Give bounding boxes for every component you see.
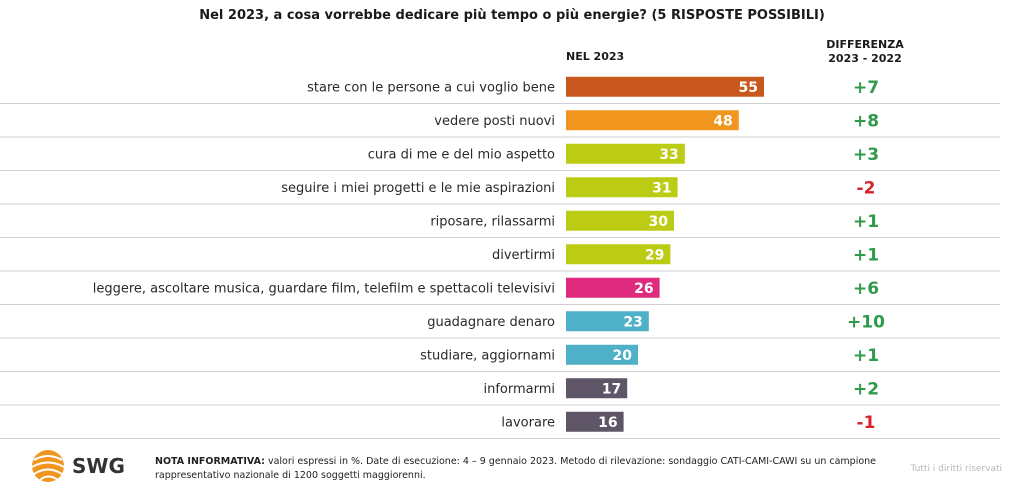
bar bbox=[566, 311, 649, 332]
value-label: 48 bbox=[713, 113, 732, 129]
bar bbox=[566, 177, 678, 198]
category-label: leggere, ascoltare musica, guardare film… bbox=[93, 281, 555, 296]
category-label: stare con le persone a cui voglio bene bbox=[307, 80, 555, 95]
difference-label: +1 bbox=[853, 212, 879, 232]
note-label: NOTA INFORMATIVA: bbox=[155, 456, 265, 467]
chart-title: Nel 2023, a cosa vorrebbe dedicare più t… bbox=[199, 8, 825, 23]
difference-label: +8 bbox=[853, 111, 879, 131]
bar bbox=[566, 378, 628, 399]
category-label: divertirmi bbox=[492, 248, 555, 263]
difference-label: +1 bbox=[853, 346, 879, 366]
bar bbox=[566, 210, 674, 231]
value-column-header: NEL 2023 bbox=[566, 50, 625, 63]
category-label: seguire i miei progetti e le mie aspiraz… bbox=[281, 181, 555, 196]
swg-logo: SWG bbox=[31, 450, 125, 482]
bar bbox=[566, 244, 671, 265]
rights-text: Tutti i diritti riservati bbox=[910, 464, 1002, 474]
difference-label: -2 bbox=[857, 178, 876, 198]
bar bbox=[566, 344, 638, 365]
category-label: lavorare bbox=[501, 415, 555, 430]
category-label: informarmi bbox=[483, 382, 555, 397]
category-label: cura di me e del mio aspetto bbox=[368, 147, 555, 162]
category-label: guadagnare denaro bbox=[427, 315, 555, 330]
value-label: 33 bbox=[659, 147, 678, 163]
value-label: 30 bbox=[649, 214, 669, 230]
globe-icon bbox=[31, 450, 65, 482]
bar bbox=[566, 143, 685, 164]
difference-label: -1 bbox=[857, 413, 876, 433]
difference-label: +2 bbox=[853, 379, 879, 399]
bar bbox=[566, 277, 660, 298]
difference-label: +10 bbox=[847, 312, 885, 332]
difference-header-line1: DIFFERENZA bbox=[826, 38, 904, 51]
bar-chart: stare con le persone a cui voglio bene 55… bbox=[0, 76, 1000, 439]
bar bbox=[566, 76, 764, 97]
category-label: vedere posti nuovi bbox=[434, 114, 555, 129]
bar bbox=[566, 411, 624, 432]
category-label: studiare, aggiornami bbox=[420, 348, 555, 363]
category-label: riposare, rilassarmi bbox=[430, 214, 555, 229]
logo-text: SWG bbox=[72, 454, 125, 478]
footer-note: NOTA INFORMATIVA: valori espressi in %. … bbox=[155, 455, 885, 483]
value-label: 29 bbox=[645, 247, 664, 263]
value-label: 31 bbox=[652, 180, 671, 196]
difference-label: +1 bbox=[853, 245, 879, 265]
difference-label: +3 bbox=[853, 145, 879, 165]
note-text: valori espressi in %. Date di esecuzione… bbox=[155, 456, 877, 481]
value-label: 20 bbox=[613, 348, 633, 364]
value-label: 26 bbox=[634, 281, 653, 297]
difference-label: +6 bbox=[853, 279, 879, 299]
difference-header-line2: 2023 - 2022 bbox=[828, 52, 902, 65]
value-label: 55 bbox=[739, 80, 758, 96]
value-label: 16 bbox=[598, 415, 617, 431]
difference-label: +7 bbox=[853, 78, 879, 98]
value-label: 17 bbox=[602, 381, 621, 397]
bar bbox=[566, 110, 739, 131]
value-label: 23 bbox=[623, 314, 642, 330]
difference-column-header: DIFFERENZA 2023 - 2022 bbox=[815, 38, 915, 66]
